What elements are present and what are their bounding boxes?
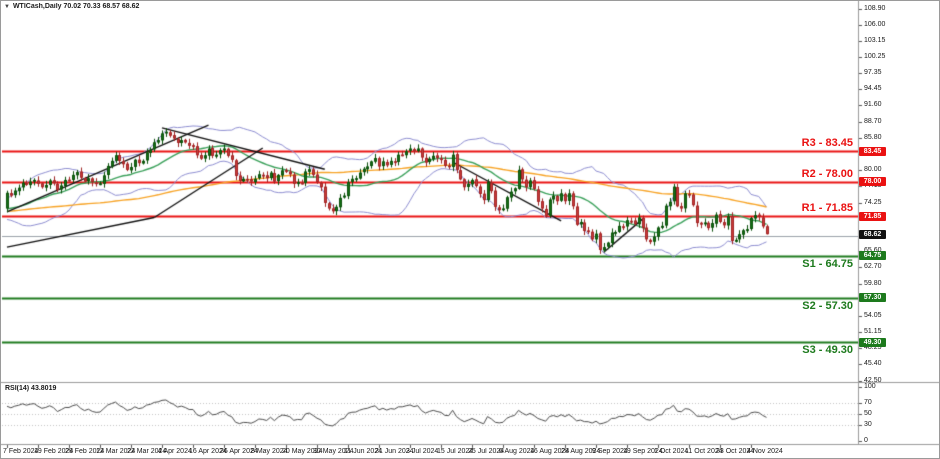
rsi-tick-label: 50 [864,410,872,417]
price-tick-label: 94.45 [864,85,882,93]
date-label: 4 Apr 2024 [158,448,192,455]
date-label: 12 Mar 2024 [96,448,136,455]
date-label: 19 Feb 2024 [34,448,74,455]
date-label: 16 Aug 2024 [530,448,570,455]
rsi-tick-label: 100 [864,383,876,390]
date-label: 11 Oct 2024 [685,448,723,455]
date-label: 8 May 2024 [251,448,288,455]
date-label: 4 Nov 2024 [747,448,783,455]
price-tick-label: 48.25 [864,344,882,352]
axis-price-tag-r3: 83.45 [859,146,886,156]
date-label: 19 Sep 2024 [623,448,663,455]
support-label-s2: S2 - 57.30 [802,299,853,312]
date-label: 21 Jun 2024 [375,448,414,455]
price-tick-label: 108.90 [864,4,886,12]
price-tick-label: 97.35 [864,69,882,77]
resistance-label-r3: R3 - 83.45 [801,137,853,150]
date-label: 1 Oct 2024 [654,448,689,455]
price-tick-label: 88.70 [864,117,882,125]
price-tick-label: 103.15 [864,36,886,44]
price-tick-label: 45.40 [864,360,882,368]
price-tick-label: 85.80 [864,133,882,141]
date-label: 6 Aug 2024 [499,448,535,455]
price-tick-label: 51.15 [864,328,882,336]
date-label: 26 Apr 2024 [220,448,258,455]
axis-price-tag-s2: 57.30 [859,293,886,303]
chart-title: WTICash,Daily 70.02 70.33 68.57 68.62 [12,3,140,10]
rsi-tick-label: 30 [864,420,872,428]
axis-price-tag-r1: 71.85 [859,211,886,221]
support-label-s3: S3 - 49.30 [802,344,853,357]
date-label: 29 Feb 2024 [65,448,105,455]
price-tick-label: 74.25 [864,198,882,206]
price-tick-label: 65.60 [864,247,882,254]
date-label: 28 Aug 2024 [561,448,601,455]
date-label: 30 May 2024 [313,448,354,455]
price-tick-label: 100.25 [864,52,886,60]
axis-price-tag-r2: 78.00 [859,177,886,187]
date-label: 7 Feb 2024 [3,448,39,455]
axis-price-tag-s3: 49.30 [859,337,886,347]
symbol-marker-icon: ▼ [4,3,10,10]
price-tick-label: 54.05 [864,311,882,319]
price-tick-label: 59.80 [864,279,882,287]
price-tick-label: 91.60 [864,101,882,109]
axis-price-tag-s1: 64.75 [859,251,886,261]
date-label: 11 Jun 2024 [344,448,383,455]
rsi-tick-label: 0 [864,437,868,444]
date-label: 16 Apr 2024 [189,448,227,455]
date-label: 23 Oct 2024 [716,448,755,455]
price-tick-label: 62.70 [864,263,882,271]
date-label: 25 Jul 2024 [468,448,505,455]
price-tick-label: 80.00 [864,166,882,174]
price-tick-label: 42.50 [864,376,882,384]
date-label: 15 Jul 2024 [437,448,474,455]
resistance-label-r2: R2 - 78.00 [801,167,853,180]
date-label: 9 Sep 2024 [592,448,628,455]
support-label-s1: S1 - 64.75 [802,257,853,270]
resistance-label-r1: R1 - 71.85 [801,202,853,215]
date-label: 3 Jul 2024 [406,448,439,455]
rsi-indicator-label: RSI(14) 43.8019 [5,385,57,392]
rsi-tick-label: 70 [864,399,872,407]
date-label: 20 May 2024 [282,448,323,455]
price-tick-label: 106.00 [864,20,886,28]
chart-header: ▼ WTICash,Daily 70.02 70.33 68.57 68.62 [4,3,139,10]
current-price-tag: 68.62 [859,229,886,239]
date-label: 22 Mar 2024 [127,448,167,455]
